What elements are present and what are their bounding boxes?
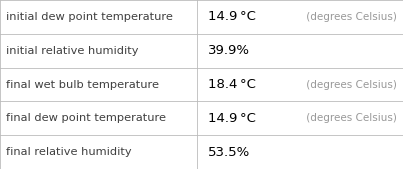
- Text: initial dew point temperature: initial dew point temperature: [6, 12, 173, 22]
- Text: (degrees Celsius): (degrees Celsius): [303, 79, 397, 90]
- Text: (degrees Celsius): (degrees Celsius): [303, 12, 397, 22]
- Text: final dew point temperature: final dew point temperature: [6, 113, 166, 123]
- Text: 18.4 °C: 18.4 °C: [208, 78, 256, 91]
- Text: 39.9%: 39.9%: [208, 44, 249, 57]
- Text: 14.9 °C: 14.9 °C: [208, 112, 256, 125]
- Text: final relative humidity: final relative humidity: [6, 147, 132, 157]
- Text: 53.5%: 53.5%: [208, 146, 250, 159]
- Text: (degrees Celsius): (degrees Celsius): [303, 113, 397, 123]
- Text: 14.9 °C: 14.9 °C: [208, 10, 256, 23]
- Text: final wet bulb temperature: final wet bulb temperature: [6, 79, 159, 90]
- Text: initial relative humidity: initial relative humidity: [6, 46, 139, 56]
